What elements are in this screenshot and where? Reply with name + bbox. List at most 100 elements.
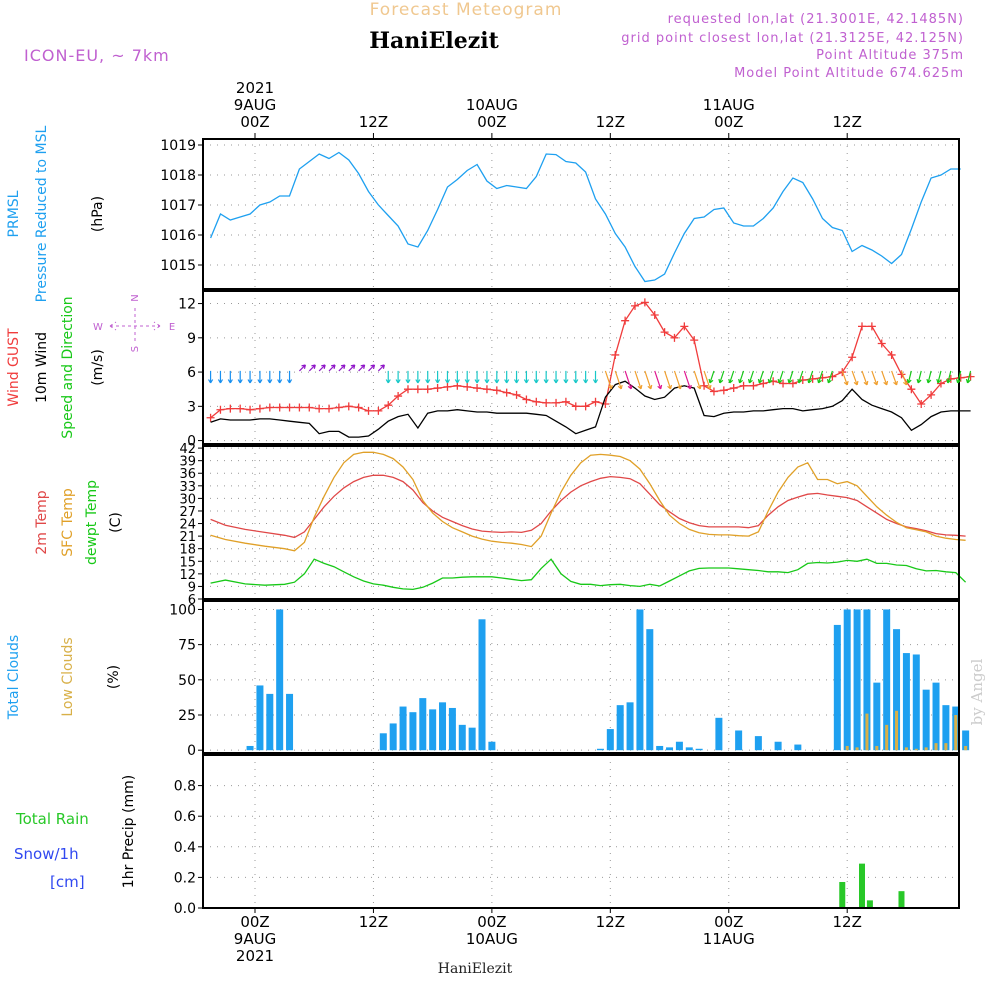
gust-marker bbox=[946, 374, 955, 383]
closest-coords: grid point closest lon,lat (21.3125E, 42… bbox=[621, 31, 964, 46]
wind-direction-arrow bbox=[247, 370, 253, 384]
ytick-label: 12 bbox=[179, 568, 196, 583]
ytick-label: 36 bbox=[179, 467, 196, 482]
gust-marker bbox=[611, 350, 620, 359]
total-cloud-bar bbox=[606, 729, 614, 751]
wind-direction-arrow bbox=[955, 370, 962, 384]
top-time-label: 2021 bbox=[236, 79, 274, 97]
panel-label-2-1: SFC Temp bbox=[60, 488, 76, 557]
gust-marker bbox=[236, 404, 245, 413]
series-line-0-0 bbox=[209, 151, 961, 283]
watermark: by Angel bbox=[968, 658, 986, 725]
gust-marker bbox=[374, 406, 383, 415]
gust-marker bbox=[413, 385, 422, 394]
wind-direction-arrow bbox=[338, 364, 346, 372]
gust-marker bbox=[966, 372, 975, 381]
gust-marker bbox=[492, 386, 501, 395]
gust-marker bbox=[433, 384, 442, 393]
bottom-time-label: 11AUG bbox=[703, 930, 755, 948]
wind-direction-arrow bbox=[405, 370, 411, 384]
gust-marker bbox=[453, 381, 462, 390]
gust-marker bbox=[334, 403, 343, 412]
model-altitude: Model Point Altitude 674.625m bbox=[734, 66, 964, 81]
gust-marker bbox=[552, 398, 561, 407]
ytick-label: 1019 bbox=[160, 138, 196, 154]
wind-direction-arrow bbox=[257, 370, 263, 384]
gust-marker bbox=[265, 403, 274, 412]
gust-marker bbox=[887, 350, 896, 359]
gust-marker bbox=[502, 388, 511, 397]
wind-direction-arrow bbox=[757, 370, 764, 384]
gust-marker bbox=[295, 403, 304, 412]
total-cloud-bar bbox=[932, 682, 940, 751]
total-cloud-bar bbox=[399, 706, 407, 751]
compass-e: E bbox=[169, 322, 175, 333]
wind-direction-arrow bbox=[395, 370, 401, 384]
gust-marker bbox=[246, 405, 255, 414]
bottom-time-label: 00Z bbox=[714, 913, 743, 931]
wind-direction-arrow bbox=[767, 370, 774, 384]
wind-direction-arrow bbox=[841, 370, 849, 386]
compass-icon: N S W E bbox=[93, 294, 175, 352]
wind-direction-arrow bbox=[965, 370, 972, 384]
gust-marker bbox=[719, 386, 728, 395]
total-cloud-bar bbox=[833, 624, 841, 751]
gust-marker bbox=[848, 353, 857, 362]
panel-frame bbox=[202, 754, 960, 909]
low-cloud-bar bbox=[944, 743, 948, 751]
series-line-1-1 bbox=[210, 380, 971, 438]
total-cloud-bar bbox=[715, 717, 723, 751]
gust-marker bbox=[660, 328, 669, 337]
wind-direction-arrow bbox=[385, 370, 391, 384]
wind-direction-arrow bbox=[817, 370, 824, 384]
panel-label-0-1: Pressure Reduced to MSL bbox=[34, 125, 50, 302]
wind-direction-arrow bbox=[328, 364, 336, 372]
total-cloud-bar bbox=[873, 682, 881, 751]
compass-arrows bbox=[109, 308, 161, 344]
panel-frame bbox=[202, 138, 960, 290]
low-cloud-bar bbox=[904, 747, 908, 751]
chart-title: Forecast Meteogram bbox=[370, 0, 563, 20]
total-cloud-bar bbox=[656, 745, 664, 751]
gust-marker bbox=[463, 382, 472, 391]
compass-n: N bbox=[130, 294, 141, 301]
gust-marker bbox=[877, 339, 886, 348]
total-cloud-bar bbox=[863, 609, 871, 751]
panel-label-4-0: Total Rain bbox=[15, 810, 89, 828]
wind-direction-arrow bbox=[747, 370, 755, 384]
gust-marker bbox=[571, 402, 580, 411]
ytick-label: 27 bbox=[179, 505, 196, 520]
top-time-label: 10AUG bbox=[466, 96, 518, 114]
ytick-label: 50 bbox=[178, 673, 196, 689]
gust-marker bbox=[512, 390, 521, 399]
bottom-time-label: 00Z bbox=[477, 913, 506, 931]
wind-direction-arrow bbox=[208, 370, 214, 384]
rain-bar bbox=[898, 891, 905, 908]
gust-marker bbox=[640, 298, 649, 307]
panel-frame bbox=[202, 290, 960, 445]
panel-label-4-1: Snow/1h bbox=[14, 845, 79, 863]
wind-direction-arrow bbox=[728, 370, 735, 384]
wind-direction-arrow bbox=[267, 370, 273, 384]
ytick-label: 0.8 bbox=[174, 779, 196, 795]
low-cloud-bar bbox=[865, 713, 869, 751]
wind-direction-arrow bbox=[358, 364, 366, 372]
bottom-time-label: 2021 bbox=[236, 947, 274, 965]
gust-marker bbox=[630, 301, 639, 310]
gust-marker bbox=[680, 322, 689, 331]
bottom-time-label: 9AUG bbox=[234, 930, 276, 948]
total-cloud-bar bbox=[685, 747, 693, 751]
wind-direction-arrow bbox=[926, 370, 932, 384]
wind-direction-arrow bbox=[946, 370, 952, 384]
rain-bar bbox=[859, 863, 866, 908]
total-cloud-bar bbox=[735, 730, 743, 751]
bottom-time-label: 12Z bbox=[596, 913, 625, 931]
gust-marker bbox=[561, 397, 570, 406]
gust-marker bbox=[907, 385, 916, 394]
total-cloud-bar bbox=[478, 619, 486, 751]
wind-direction-arrow bbox=[703, 370, 712, 390]
total-cloud-bar bbox=[695, 748, 703, 751]
wind-direction-arrow bbox=[464, 370, 470, 384]
